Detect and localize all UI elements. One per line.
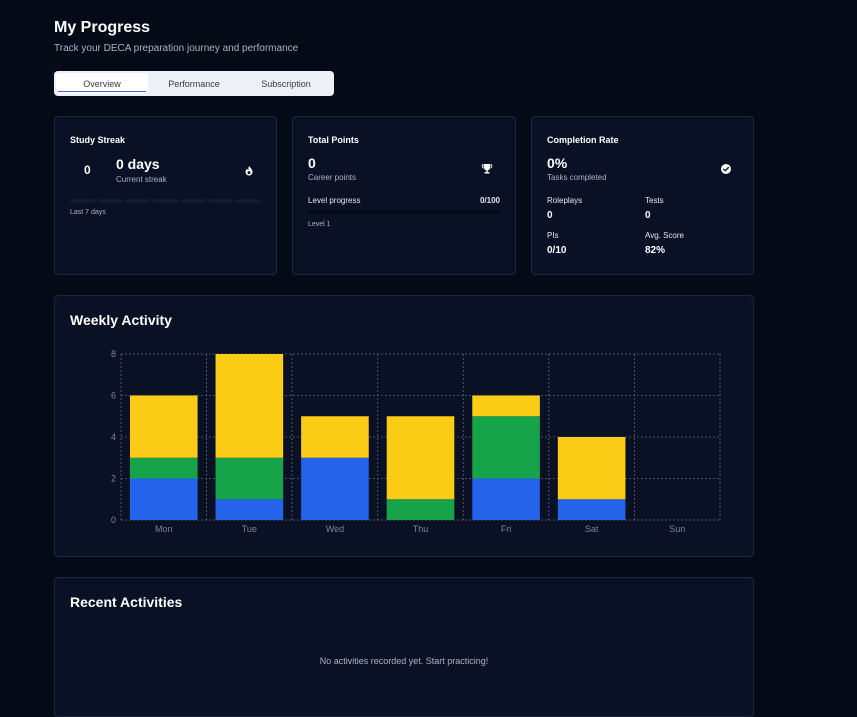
recent-activities-title: Recent Activities [70,594,183,610]
y-tick-label: 2 [111,474,116,484]
tab-performance[interactable]: Performance [168,78,220,89]
bar-segment [386,416,455,500]
x-tick-label: Wed [326,524,344,534]
streak-title: Study Streak [70,135,126,145]
points-title: Total Points [308,135,359,145]
completion-subtitle: Tasks completed [547,173,607,182]
trophy-icon [481,162,493,174]
bar-segment [386,499,455,520]
streak-day-bar [97,199,123,203]
streak-days: 0 days [116,156,160,172]
bar-segment [301,457,369,520]
avg-score-label: Avg. Score [645,231,684,240]
bar-segment [472,416,540,479]
x-tick-label: Sat [585,524,599,534]
level-name: Level 1 [308,221,331,228]
tab-overview[interactable]: Overview [56,73,148,94]
bar-segment [301,416,369,458]
roleplays-label: Roleplays [547,196,583,205]
tests-value: 0 [645,210,651,221]
streak-count: 0 [84,163,91,177]
tab-subscription[interactable]: Subscription [261,78,311,89]
weekly-activity-title: Weekly Activity [70,312,172,328]
y-tick-label: 4 [111,432,116,442]
recent-activities-card: Recent Activities No activities recorded… [54,577,754,717]
total-points-card: Total Points 0 Career points Level progr… [292,116,516,275]
streak-day-bar [70,199,95,203]
x-tick-label: Fri [501,524,512,534]
bar-segment [215,354,284,458]
bar-segment [129,395,198,458]
tests-label: Tests [645,196,664,205]
points-subtitle: Career points [308,173,357,182]
streak-day-bar [180,199,206,203]
page-subtitle: Track your DECA preparation journey and … [54,43,299,54]
check-circle-icon [720,162,732,174]
page-title: My Progress [54,19,151,36]
streak-day-bar [125,199,151,203]
x-tick-label: Sun [669,524,685,534]
flame-icon [243,164,255,176]
level-progress-bar [308,210,500,214]
empty-state-message: No activities recorded yet. Start practi… [319,656,489,666]
bar-segment [557,499,626,520]
completion-value: 0% [547,155,568,171]
x-tick-label: Thu [413,524,429,534]
tab-bar: Overview Performance Subscription [54,71,334,96]
streak-note: Last 7 days [70,209,106,216]
streak-subtitle: Current streak [116,175,167,184]
points-value: 0 [308,155,316,171]
x-tick-label: Tue [242,524,257,534]
bar-segment [215,499,284,520]
streak-bars [70,199,262,203]
completion-rate-card: Completion Rate 0% Tasks completed Rolep… [531,116,754,275]
streak-day-bar [236,199,262,203]
completion-title: Completion Rate [547,135,619,145]
weekly-activity-chart: 0 2 4 6 8 Mon Tue Wed Thu Fri Sat Sun [111,349,721,534]
pis-value: 0/10 [547,245,567,256]
study-streak-card: Study Streak 0 0 days Current streak Las… [54,116,277,275]
roleplays-value: 0 [547,210,553,221]
level-progress-value: 0/100 [479,196,500,205]
bar-segment [129,478,198,520]
x-tick-label: Mon [155,524,173,534]
y-tick-label: 8 [111,349,116,359]
bar-segment [472,478,540,520]
y-tick-label: 6 [111,391,116,401]
weekly-activity-card: Weekly Activity 0 2 4 6 8 Mon Tue Wed Thu Fri Sat S… [54,295,754,557]
avg-score-value: 82% [645,245,666,256]
y-tick-label: 0 [111,515,116,525]
bar-segment [557,437,626,500]
streak-day-bar [208,199,234,203]
streak-day-bar [153,199,178,203]
bar-segment [215,457,284,500]
bar-segment [472,395,540,417]
bar-segment [129,457,198,479]
pis-label: PIs [547,231,559,240]
level-progress-label: Level progress [308,196,361,205]
